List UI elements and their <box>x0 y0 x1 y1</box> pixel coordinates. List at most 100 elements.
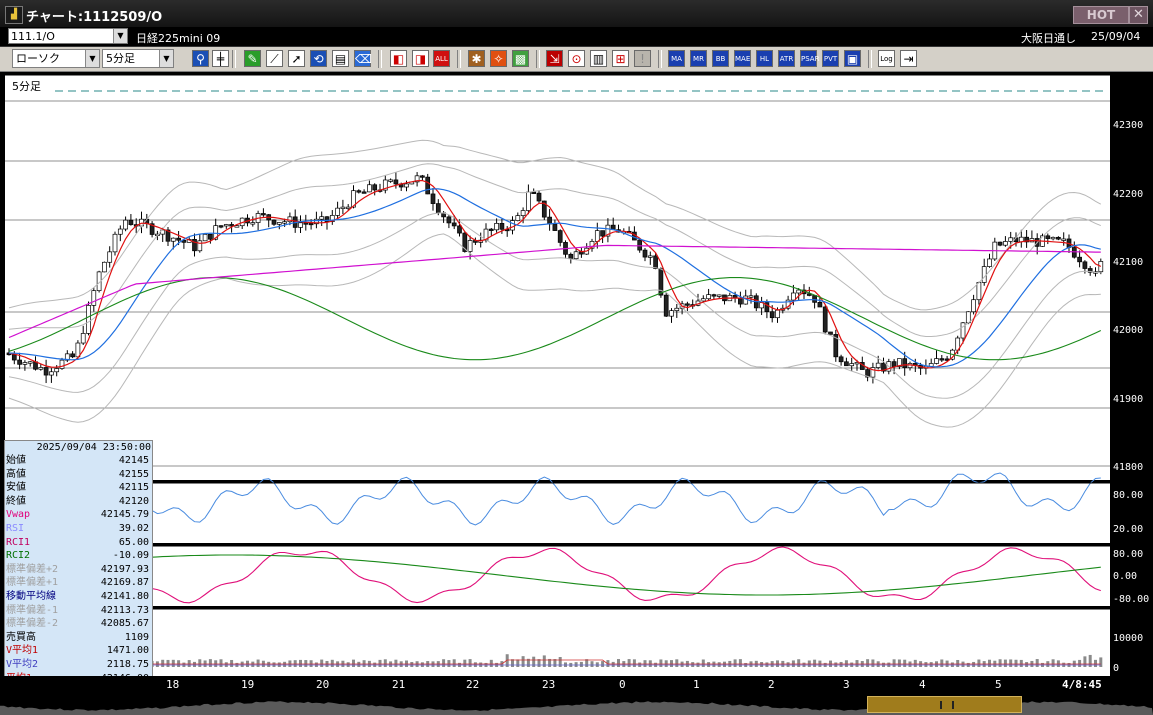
multi-chart-icon[interactable]: ⊞ <box>612 50 629 67</box>
pvt-icon[interactable]: PVT <box>822 50 839 67</box>
candle <box>340 206 346 209</box>
time-tick: 23 <box>542 678 556 691</box>
mr-icon[interactable]: MR <box>690 50 707 67</box>
close-button[interactable]: ✕ <box>1129 6 1148 24</box>
candle <box>234 225 240 228</box>
import-icon[interactable]: ⇲ <box>546 50 563 67</box>
chart-app-icon[interactable]: ▟ <box>5 6 23 24</box>
all-icon[interactable]: ALL <box>433 50 450 67</box>
chevron-down-icon[interactable]: ▼ <box>85 50 99 67</box>
candle <box>685 303 690 306</box>
candle <box>515 215 521 221</box>
candle <box>49 371 54 376</box>
time-tick: 1 <box>693 678 700 691</box>
volume-bar <box>617 659 620 667</box>
candle <box>102 261 107 273</box>
candle <box>833 334 839 358</box>
volume-bar <box>988 659 991 667</box>
hot-button[interactable]: HOT <box>1073 6 1129 24</box>
rsi-pane <box>5 483 1110 543</box>
bollinger-band <box>8 233 1101 428</box>
window-title: チャート:1112509/O <box>26 10 163 25</box>
data-row: 標準偏差-2 42085.67 <box>5 618 151 630</box>
toolbar: ローソク ▼ 5分足 ▼ ⚲ ╪ ✎ ⟋ ➚ ⟲ ▤ ⌫ ◧ ◨ ALL ✱ ✧ ▩ ⇲ ⊙ ▥ ⊞! MA MR BB… <box>0 47 1153 72</box>
toolbar-separator <box>232 50 236 68</box>
candle <box>700 298 706 302</box>
interval-select[interactable]: 5分足 ▼ <box>102 49 174 68</box>
note-icon[interactable]: ▤ <box>332 50 349 67</box>
candle <box>769 311 775 319</box>
bb-icon[interactable]: BB <box>712 50 729 67</box>
data-row-value: 1471.00 <box>106 645 149 657</box>
exit-icon[interactable]: ⇥ <box>900 50 917 67</box>
color-icon[interactable]: ▩ <box>512 50 529 67</box>
volume-bar <box>643 660 647 667</box>
settings-icon[interactable]: ✱ <box>468 50 485 67</box>
volume-bar <box>839 661 843 667</box>
trash-icon[interactable]: ⌫ <box>354 50 372 67</box>
overview-sparkline <box>0 701 1153 715</box>
disabled-icon[interactable]: ! <box>634 50 651 67</box>
vwap-line <box>8 244 1101 339</box>
pencil-icon[interactable]: ✎ <box>244 50 261 67</box>
candle <box>494 223 499 231</box>
grid-icon[interactable]: ╪ <box>212 50 229 67</box>
wrench-icon[interactable]: ✧ <box>490 50 507 67</box>
chevron-down-icon[interactable]: ▼ <box>159 50 173 67</box>
candle <box>218 225 224 228</box>
candle <box>844 361 849 367</box>
volume-bar <box>1035 659 1039 667</box>
candle <box>997 241 1003 246</box>
chart-type-select[interactable]: ローソク ▼ <box>12 49 100 68</box>
candle <box>663 294 669 317</box>
volume-bar <box>866 659 870 667</box>
chart-type-value: ローソク <box>16 52 60 65</box>
volume-bar <box>897 659 901 667</box>
volume-bar <box>208 659 212 667</box>
volume-bar <box>1025 662 1029 667</box>
chart-canvas[interactable] <box>5 75 1110 695</box>
candle <box>319 216 325 220</box>
volume-bar <box>198 659 202 667</box>
hl-icon[interactable]: HL <box>756 50 773 67</box>
volume-bar <box>468 659 472 667</box>
symbol-select[interactable]: 111.1/O ▼ <box>8 28 128 44</box>
candle <box>345 206 351 209</box>
bar-chart-icon[interactable]: ▥ <box>590 50 607 67</box>
candle <box>738 297 743 305</box>
ma-icon[interactable]: MA <box>668 50 685 67</box>
search-icon[interactable]: ⊙ <box>568 50 585 67</box>
zoom-icon[interactable]: ⚲ <box>192 50 209 67</box>
cursor-icon[interactable]: ➚ <box>288 50 305 67</box>
sar-icon[interactable]: PSAR <box>800 50 819 67</box>
candle <box>91 290 97 306</box>
volume-bar <box>590 661 594 667</box>
price-tick: 42100 <box>1113 257 1144 268</box>
data-row-value: 42155 <box>118 468 149 480</box>
bar-right-icon[interactable]: ◨ <box>412 50 429 67</box>
data-row-value: 42169.87 <box>100 577 149 589</box>
pane-title: 5分足 <box>12 80 41 93</box>
bar-left-icon[interactable]: ◧ <box>390 50 407 67</box>
bollinger-band <box>8 212 1101 399</box>
scroll-thumb[interactable] <box>867 696 1022 713</box>
data-row-label: V平均2 <box>6 659 39 670</box>
candle <box>314 218 319 225</box>
volume-bar <box>601 661 605 667</box>
candle <box>1056 236 1061 240</box>
time-tick: 4 <box>919 678 926 691</box>
atr-icon[interactable]: ATR <box>778 50 795 67</box>
data-row-value: 42113.73 <box>100 604 149 616</box>
candle <box>298 222 303 228</box>
line-tool-icon[interactable]: ⟋ <box>266 50 283 67</box>
candle <box>552 223 558 231</box>
time-scrollbar[interactable] <box>0 695 1153 715</box>
rci1-line <box>8 546 1101 604</box>
rewind-icon[interactable]: ⟲ <box>310 50 327 67</box>
candle <box>536 192 542 202</box>
window-icon[interactable]: ▣ <box>844 50 861 67</box>
volume-bar <box>972 661 976 667</box>
mae-icon[interactable]: MAE <box>734 50 751 67</box>
chevron-down-icon[interactable]: ▼ <box>113 29 127 43</box>
log-icon[interactable]: Log <box>878 50 895 67</box>
